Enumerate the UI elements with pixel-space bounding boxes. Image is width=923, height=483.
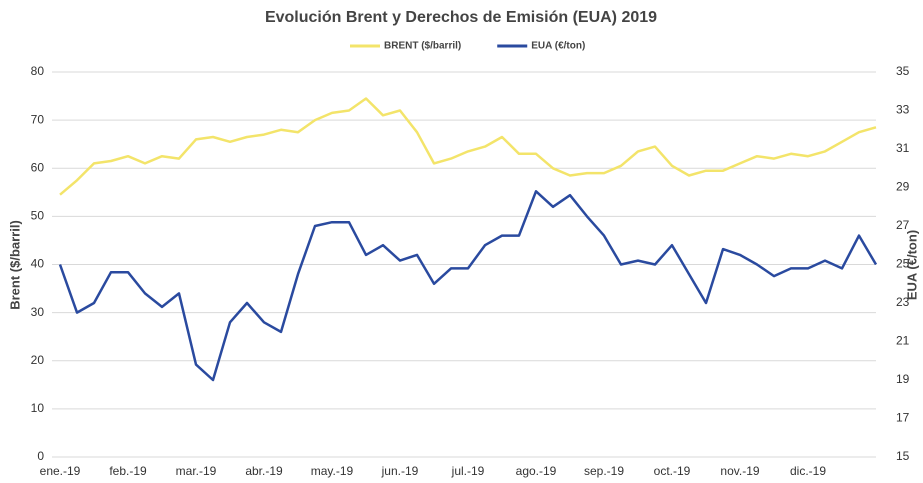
x-tick-label: nov.-19 bbox=[720, 464, 759, 478]
x-tick-label: ago.-19 bbox=[516, 464, 557, 478]
y-tick-label: 60 bbox=[31, 160, 45, 174]
x-tick-label: abr.-19 bbox=[245, 464, 283, 478]
y-tick-label: 50 bbox=[31, 209, 45, 223]
y2-tick-label: 35 bbox=[896, 64, 910, 78]
chart-title: Evolución Brent y Derechos de Emisión (E… bbox=[265, 9, 657, 26]
y2-tick-label: 17 bbox=[896, 411, 910, 425]
y2-tick-label: 19 bbox=[896, 372, 910, 386]
x-tick-label: mar.-19 bbox=[176, 464, 217, 478]
y2-tick-label: 27 bbox=[896, 218, 910, 232]
series-line bbox=[58, 190, 878, 382]
y2-tick-label: 33 bbox=[896, 103, 910, 117]
x-tick-label: may.-19 bbox=[311, 464, 354, 478]
x-tick-label: dic.-19 bbox=[790, 464, 826, 478]
x-tick-label: feb.-19 bbox=[109, 464, 147, 478]
y2-tick-label: 21 bbox=[896, 334, 910, 348]
y-tick-label: 10 bbox=[31, 401, 45, 415]
x-tick-label: oct.-19 bbox=[654, 464, 691, 478]
y2-tick-label: 23 bbox=[896, 295, 910, 309]
y-tick-label: 80 bbox=[31, 64, 45, 78]
y-tick-label: 0 bbox=[37, 449, 44, 463]
y2-tick-label: 31 bbox=[896, 141, 910, 155]
y-tick-label: 70 bbox=[31, 112, 45, 126]
y-tick-label: 40 bbox=[31, 257, 45, 271]
y2-tick-label: 29 bbox=[896, 180, 910, 194]
y2-tick-label: 15 bbox=[896, 449, 910, 463]
legend-label: EUA (€/ton) bbox=[531, 41, 585, 52]
y2-tick-label: 25 bbox=[896, 257, 910, 271]
y2-axis-title: EUA (€/ton) bbox=[904, 230, 919, 300]
x-tick-label: jul.-19 bbox=[451, 464, 485, 478]
y-axis-title: Brent ($/barril) bbox=[7, 220, 22, 310]
x-tick-label: jun.-19 bbox=[381, 464, 419, 478]
y-tick-label: 20 bbox=[31, 353, 45, 367]
legend-label: BRENT ($/barril) bbox=[384, 41, 461, 52]
x-tick-label: ene.-19 bbox=[40, 464, 81, 478]
x-tick-label: sep.-19 bbox=[584, 464, 624, 478]
series-line bbox=[59, 97, 877, 196]
y-tick-label: 30 bbox=[31, 305, 45, 319]
